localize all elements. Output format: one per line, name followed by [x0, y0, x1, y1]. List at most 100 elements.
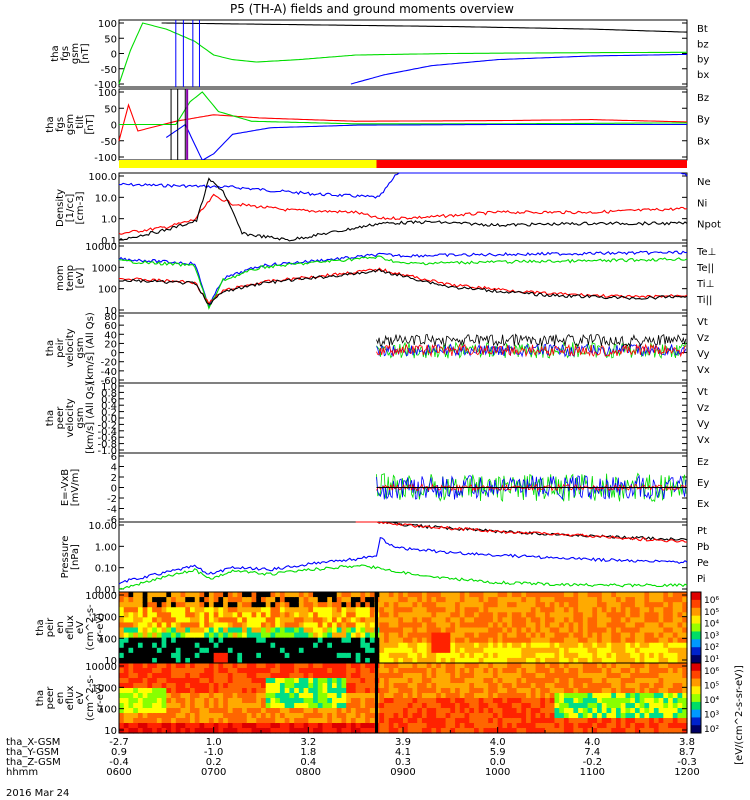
spectrogram-cell — [563, 683, 570, 689]
spectrogram-cell — [478, 622, 485, 629]
spectrogram-cell — [431, 607, 437, 613]
spectrogram-cell — [204, 607, 210, 613]
spectrogram-cell — [317, 637, 324, 644]
spectrogram-cell — [327, 647, 333, 654]
spectrogram-cell — [242, 723, 248, 729]
spectrogram-cell — [303, 713, 309, 719]
spectrogram-cell — [488, 637, 494, 644]
spectrogram-cell — [507, 693, 513, 699]
spectrogram-cell — [199, 723, 205, 729]
spectrogram-cell — [616, 663, 622, 669]
spectrogram-cell — [601, 713, 608, 719]
spectrogram-cell — [488, 602, 494, 608]
spectrogram-cell — [346, 612, 352, 618]
spectrogram-cell — [450, 607, 456, 613]
spectrogram-cell — [516, 637, 522, 644]
spectrogram-cell — [298, 657, 305, 664]
y-axis-label: tha — [35, 690, 46, 706]
spectrogram-cell — [313, 683, 319, 689]
spectrogram-cell — [365, 713, 371, 719]
legend-Bt: Bt — [697, 24, 708, 35]
spectrogram-cell — [199, 647, 205, 654]
spectrogram-cell — [455, 698, 461, 704]
spectrogram-cell — [492, 723, 499, 729]
spectrogram-cell — [568, 627, 574, 634]
spectrogram-cell — [360, 642, 366, 649]
spectrogram-cell — [663, 627, 669, 634]
spectrogram-cell — [242, 647, 248, 654]
spectrogram-cell — [535, 597, 541, 603]
spectrogram-cell — [469, 698, 475, 704]
spectrogram-cell — [123, 602, 130, 608]
spectrogram-cell — [634, 723, 641, 729]
spectrogram-cell — [639, 592, 645, 598]
spectrogram-cell — [289, 708, 295, 714]
spectrogram-cell — [620, 703, 627, 709]
spectrogram-cell — [469, 723, 475, 729]
spectrogram-cell — [171, 602, 177, 608]
spectrogram-cell — [265, 713, 272, 719]
spectrogram-cell — [450, 718, 456, 724]
spectrogram-cell — [284, 723, 290, 729]
spectrogram-cell — [535, 708, 541, 714]
spectrogram-cell — [275, 698, 281, 704]
spectrogram-cell — [639, 728, 645, 734]
spectrogram-cell — [483, 688, 489, 694]
spectrogram-cell — [123, 597, 130, 603]
spectrogram-cell — [166, 602, 172, 608]
spectrogram-cell — [161, 597, 167, 603]
panel-frame — [118, 382, 688, 454]
spectrogram-cell — [204, 718, 210, 724]
spectrogram-cell — [653, 693, 660, 699]
spectrogram-cell — [185, 668, 191, 674]
y-tick-label: -50 — [101, 137, 117, 148]
spectrogram-cell — [606, 592, 612, 598]
spectrogram-cell — [530, 647, 537, 654]
spectrogram-cell — [388, 683, 395, 689]
spectrogram-cell — [644, 728, 650, 734]
spectrogram-cell — [549, 718, 556, 724]
spectrogram-cell — [237, 723, 243, 729]
spectrogram-cell — [279, 627, 286, 634]
spectrogram-cell — [658, 622, 664, 629]
spectrogram-cell — [147, 713, 153, 719]
spectrogram-cell — [455, 693, 461, 699]
spectrogram-cell — [369, 678, 376, 684]
spectrogram-cell — [284, 652, 290, 659]
spectrogram-cell — [549, 647, 556, 654]
spectrogram-cell — [601, 607, 608, 613]
spectrogram-cell — [511, 663, 518, 669]
spectrogram-cell — [298, 693, 305, 699]
spectrogram-cell — [483, 612, 489, 618]
x-row-value: 5.9 — [490, 747, 506, 758]
spectrogram-cell — [478, 728, 485, 734]
spectrogram-cell — [563, 718, 570, 724]
spectrogram-cell — [128, 728, 134, 734]
spectrogram-cell — [336, 647, 343, 654]
spectrogram-cell — [625, 657, 631, 664]
spectrogram-cell — [568, 617, 574, 624]
spectrogram-cell — [213, 678, 219, 684]
spectrogram-cell — [346, 693, 352, 699]
spectrogram-cell — [369, 708, 376, 714]
spectrogram-cell — [128, 703, 134, 709]
series-Bz — [118, 103, 687, 141]
spectrogram-cell — [194, 632, 201, 639]
spectrogram-cell — [601, 703, 608, 709]
spectrogram-cell — [379, 693, 385, 699]
spectrogram-cell — [492, 617, 499, 624]
spectrogram-cell — [398, 678, 404, 684]
spectrogram-cell — [440, 703, 447, 709]
spectrogram-cell — [398, 597, 404, 603]
spectrogram-cell — [668, 713, 674, 719]
spectrogram-cell — [507, 657, 513, 664]
spectrogram-cell — [526, 627, 532, 634]
spectrogram-cell — [592, 708, 598, 714]
spectrogram-cell — [606, 708, 612, 714]
spectrogram-cell — [346, 663, 352, 669]
spectrogram-cell — [133, 693, 139, 699]
spectrogram-cell — [440, 718, 447, 724]
y-axis-label: [nPa] — [70, 544, 81, 570]
spectrogram-cell — [497, 728, 503, 734]
spectrogram-cell — [578, 683, 584, 689]
